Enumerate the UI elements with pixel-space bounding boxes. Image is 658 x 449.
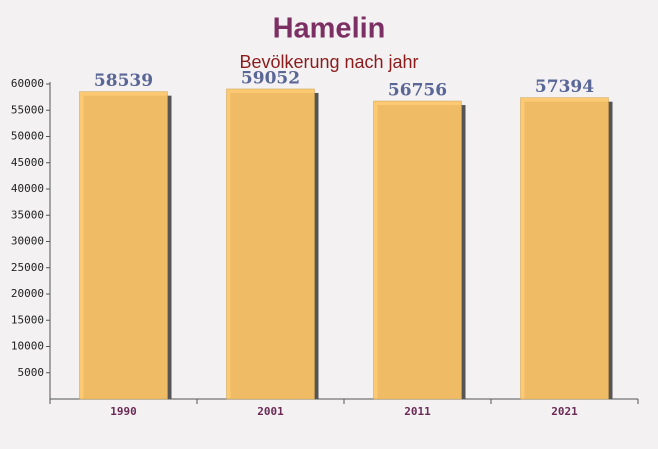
value-label: 58539 [94,71,153,91]
y-tick-label: 55000 [11,103,44,116]
value-label: 57394 [535,77,594,97]
bar [79,91,168,400]
y-tick-label: 30000 [11,235,44,248]
chart-subtitle: Bevölkerung nach jahr [239,52,418,72]
x-tick-label: 2001 [257,405,284,418]
y-tick-label: 45000 [11,156,44,169]
chart-title: Hamelin [273,13,386,45]
bar [373,100,462,400]
y-tick-label: 25000 [11,261,44,274]
y-tick-label: 50000 [11,130,44,143]
bar [226,88,315,400]
y-tick-label: 40000 [11,182,44,195]
x-tick-label: 1990 [110,405,137,418]
y-tick-label: 35000 [11,208,44,221]
x-tick-label: 2011 [404,405,431,418]
y-tick-label: 15000 [11,313,44,326]
bar [520,97,609,400]
y-tick-label: 60000 [11,77,44,90]
value-label: 56756 [388,81,447,101]
x-tick-label: 2021 [551,405,578,418]
y-tick-label: 5000 [18,366,45,379]
value-label: 59052 [241,68,300,88]
y-tick-label: 10000 [11,340,44,353]
y-tick-label: 20000 [11,287,44,300]
